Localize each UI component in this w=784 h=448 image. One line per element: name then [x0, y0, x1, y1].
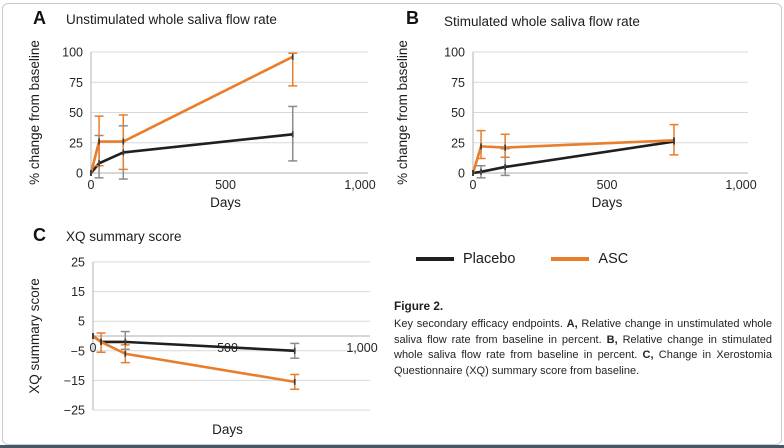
- svg-text:−5: −5: [71, 344, 85, 358]
- panel-b-label: B: [406, 8, 420, 28]
- caption-title: Figure 2.: [394, 299, 444, 313]
- svg-text:75: 75: [69, 76, 83, 90]
- svg-text:0: 0: [458, 167, 465, 181]
- panel-a-title: Unstimulated whole saliva flow rate: [66, 12, 277, 27]
- svg-text:Days: Days: [592, 195, 623, 210]
- caption-text: Key secondary efficacy endpoints. A, Rel…: [394, 318, 772, 377]
- legend-label-asc: ASC: [598, 251, 629, 267]
- svg-text:1,000: 1,000: [344, 178, 375, 192]
- svg-text:25: 25: [71, 256, 85, 270]
- panel-b-title: Stimulated whole saliva flow rate: [444, 14, 640, 29]
- chart-a-unstimulated-flow: 0 25 50 75 100 0 500 1,000 Days % change from bas…: [27, 40, 376, 210]
- chart-b-stimulated-flow: 0 25 50 75 100 0 500 1,000 Days % change from bas…: [395, 40, 757, 210]
- bottom-rule: [0, 445, 784, 448]
- svg-text:−15: −15: [64, 374, 85, 388]
- svg-text:0: 0: [90, 341, 97, 355]
- svg-text:1,000: 1,000: [725, 178, 756, 192]
- svg-text:0: 0: [470, 178, 477, 192]
- svg-text:500: 500: [215, 178, 236, 192]
- panel-a-label: A: [33, 8, 47, 28]
- figure-caption: Figure 2. Key secondary efficacy endpoin…: [394, 299, 772, 379]
- svg-text:XQ summary score: XQ summary score: [27, 278, 42, 394]
- svg-text:Days: Days: [212, 422, 243, 437]
- legend: Placebo ASC: [416, 251, 628, 267]
- legend-item-asc: ASC: [551, 251, 628, 267]
- svg-text:75: 75: [451, 76, 465, 90]
- svg-text:50: 50: [451, 106, 465, 120]
- legend-swatch: [551, 257, 590, 261]
- svg-text:25: 25: [69, 136, 83, 150]
- svg-text:100: 100: [444, 46, 465, 60]
- svg-text:100: 100: [62, 46, 83, 60]
- panel-c-title: XQ summary score: [66, 229, 182, 244]
- svg-text:% change from baseline: % change from baseline: [27, 40, 42, 185]
- svg-text:−25: −25: [64, 404, 85, 418]
- svg-text:% change from baseline: % change from baseline: [395, 40, 410, 185]
- svg-text:0: 0: [88, 178, 95, 192]
- svg-text:5: 5: [78, 315, 85, 329]
- svg-text:0: 0: [76, 167, 83, 181]
- legend-label-placebo: Placebo: [463, 251, 516, 267]
- legend-swatch: [416, 257, 454, 261]
- svg-text:25: 25: [451, 136, 465, 150]
- svg-text:50: 50: [69, 106, 83, 120]
- svg-text:15: 15: [71, 285, 85, 299]
- svg-text:Days: Days: [210, 195, 241, 210]
- legend-item-placebo: Placebo: [416, 251, 515, 267]
- svg-text:500: 500: [597, 178, 618, 192]
- svg-text:1,000: 1,000: [346, 341, 377, 355]
- panel-c-label: C: [33, 225, 47, 245]
